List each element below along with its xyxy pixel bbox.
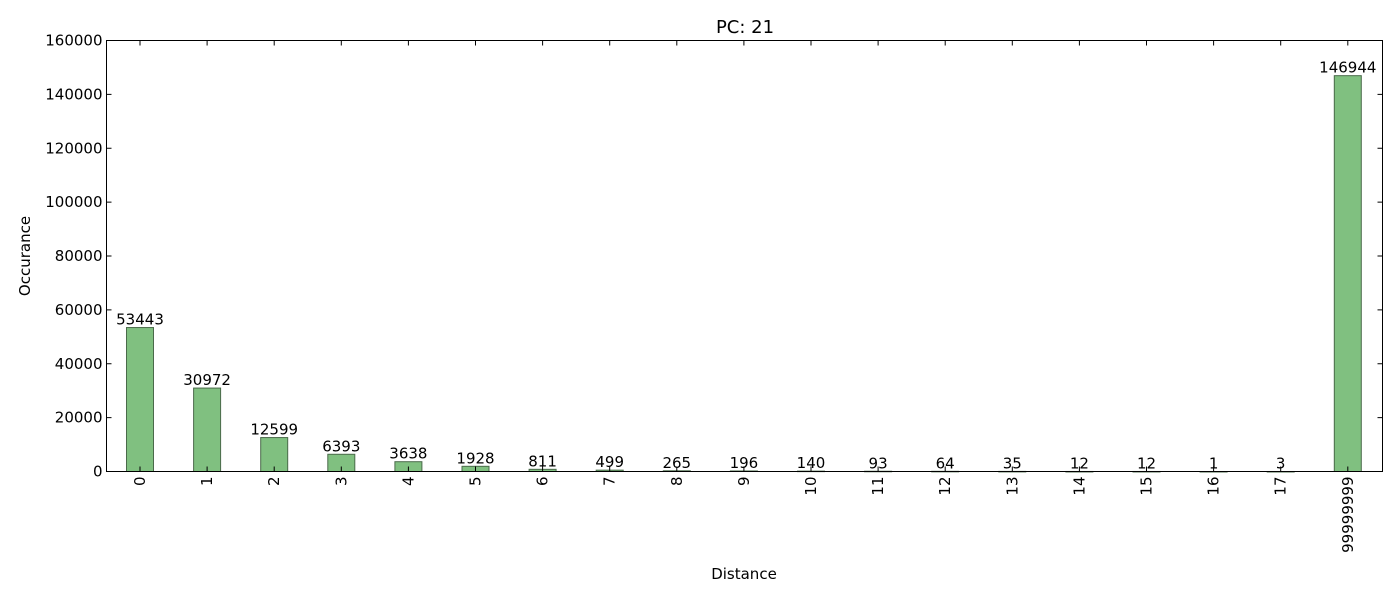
- bar-1: [193, 387, 222, 473]
- bar-value-label: 12599: [250, 421, 298, 439]
- y-tick-label: 140000: [45, 85, 102, 103]
- bar-value-label: 146944: [1319, 59, 1376, 77]
- y-axis: 0 20000 40000 60000 80000 100000 120000 140000 1…: [45, 32, 1383, 481]
- x-axis: 0 1 2 3 4 5 6 7 8 9 10 11 12 13 14 15 16 17 99999999: [131, 40, 1357, 553]
- y-tick-label: 40000: [55, 355, 103, 373]
- bar-value-label: 12: [1070, 454, 1089, 472]
- x-tick-label: 14: [1070, 477, 1088, 496]
- bar-value-label: 35: [1003, 454, 1022, 472]
- x-tick-label: 5: [467, 477, 485, 487]
- x-tick-label: 13: [1003, 477, 1021, 496]
- x-tick-label: 0: [131, 477, 149, 487]
- y-tick-label: 160000: [45, 32, 102, 50]
- x-tick-label: 16: [1205, 477, 1223, 496]
- bar-value-label: 196: [730, 454, 759, 472]
- x-tick-label: 6: [534, 477, 552, 487]
- x-tick-label: 8: [668, 477, 686, 487]
- y-tick-label: 120000: [45, 139, 102, 157]
- x-tick-label: 15: [1138, 477, 1156, 496]
- bar-value-label: 6393: [322, 437, 360, 455]
- y-tick-label: 60000: [55, 301, 103, 319]
- plot-frame: [106, 40, 1383, 472]
- x-tick-label: 17: [1272, 477, 1290, 496]
- y-tick-label: 80000: [55, 247, 103, 265]
- y-tick-label: 0: [93, 463, 103, 481]
- bar-value-label: 499: [595, 453, 624, 471]
- x-tick-label: 2: [265, 477, 283, 487]
- bar-value-label: 3: [1276, 454, 1286, 472]
- x-tick-label: 12: [936, 477, 954, 496]
- y-axis-label: Occurance: [16, 216, 34, 296]
- bar-value-label: 30972: [183, 371, 231, 389]
- y-tick-label: 100000: [45, 193, 102, 211]
- x-axis-label: Distance: [711, 565, 777, 583]
- bar-value-label: 140: [797, 454, 826, 472]
- bar-value-label: 811: [528, 452, 557, 470]
- bar-value-label: 265: [662, 454, 691, 472]
- bar-value-label: 64: [936, 454, 955, 472]
- bar-99999999: [1333, 75, 1362, 472]
- bar-2: [260, 437, 289, 472]
- bar-value-label: 12: [1137, 454, 1156, 472]
- bar-0: [126, 327, 154, 473]
- x-tick-label: 99999999: [1339, 477, 1357, 553]
- x-tick-label: 7: [601, 477, 619, 487]
- x-tick-label: 3: [332, 477, 350, 487]
- y-tick-label: 20000: [55, 409, 103, 427]
- x-tick-label: 9: [735, 477, 753, 487]
- bar-value-label: 53443: [116, 311, 164, 329]
- chart-title: PC: 21: [716, 17, 774, 38]
- x-tick-label: 11: [869, 477, 887, 496]
- bar-value-label: 93: [869, 454, 888, 472]
- bar-labels-group: 53443 30972 12599 6393 3638 1928 811 499 265 196 1…: [116, 59, 1376, 473]
- bars-group: [126, 75, 1362, 473]
- bar-value-label: 1: [1209, 455, 1219, 473]
- x-tick-label: 10: [802, 477, 820, 496]
- bar-value-label: 3638: [389, 445, 427, 463]
- x-tick-label: 1: [198, 477, 216, 487]
- x-tick-label: 4: [399, 477, 417, 487]
- bar-value-label: 1928: [456, 449, 494, 467]
